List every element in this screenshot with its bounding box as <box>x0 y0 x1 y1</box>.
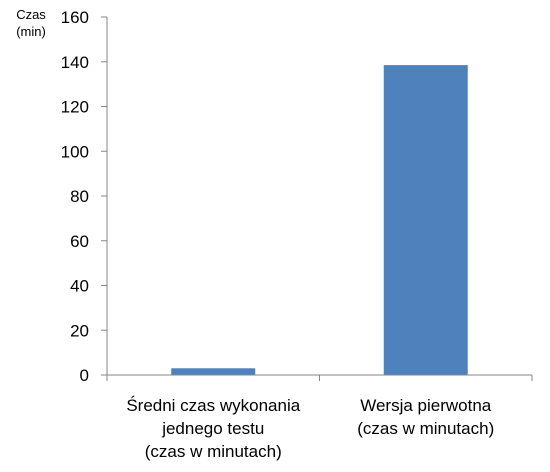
x-category-label: jednego testu <box>161 419 264 438</box>
x-category-label: (czas w minutach) <box>145 442 282 461</box>
axes <box>106 17 533 381</box>
y-tick-label: 80 <box>70 187 89 206</box>
bar <box>383 65 468 375</box>
y-tick-label: 0 <box>80 366 89 385</box>
y-axis-unit-line: Czas <box>16 7 46 22</box>
y-axis-ticks: 0 20 40 60 80 100 120 140 160 <box>61 8 107 385</box>
y-tick-label: 100 <box>61 142 89 161</box>
y-tick-label: 160 <box>61 8 89 27</box>
y-tick-label: 20 <box>70 321 89 340</box>
y-axis-unit-label: Czas (min) <box>16 7 46 39</box>
x-category-label: Średni czas wykonania <box>126 396 300 415</box>
y-tick-label: 40 <box>70 277 89 296</box>
y-axis-unit-line: (min) <box>16 24 46 39</box>
y-tick-label: 120 <box>61 98 89 117</box>
bar <box>171 368 256 375</box>
x-category-label: Wersja pierwotna <box>360 396 492 415</box>
y-tick-label: 140 <box>61 53 89 72</box>
y-tick-label: 60 <box>70 232 89 251</box>
bars <box>171 65 468 375</box>
x-category-label: (czas w minutach) <box>357 419 494 438</box>
x-axis-category-labels: Średni czas wykonania jednego testu (czas … <box>126 396 494 461</box>
